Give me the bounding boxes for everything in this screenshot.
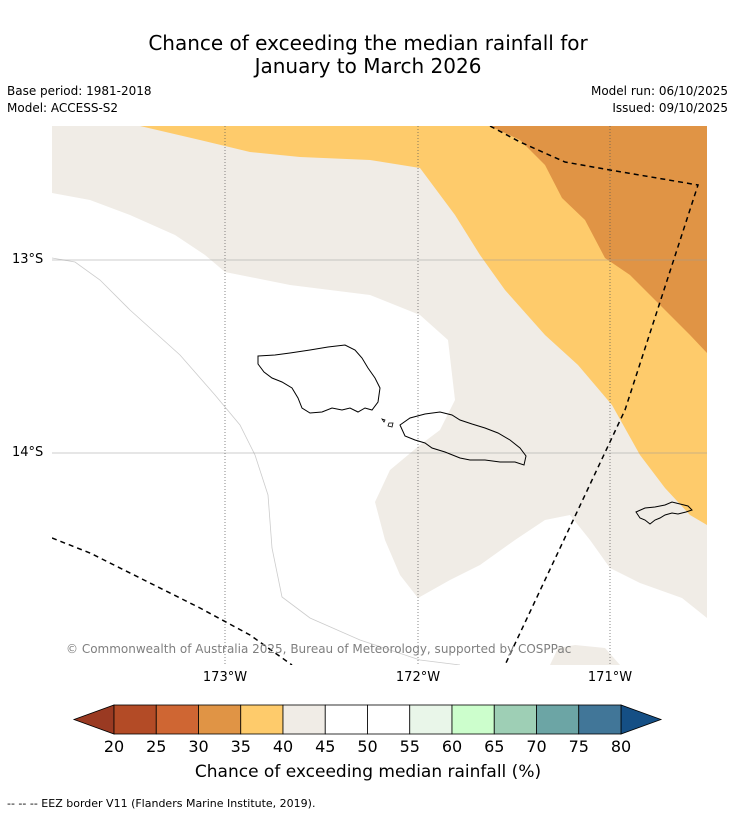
rainfall-probability-map (52, 126, 707, 665)
colorbar-tick-label: 65 (484, 737, 505, 756)
lat-label-14s: 14°S (12, 445, 44, 460)
map-title-line-1: Chance of exceeding the median rainfall … (148, 31, 588, 55)
colorbar-tick-label: 35 (230, 737, 251, 756)
colorbar-tick-label: 70 (526, 737, 547, 756)
colorbar-cell (198, 704, 242, 735)
colorbar-cell (240, 704, 284, 735)
base-period: Base period: 1981-2018 (7, 84, 152, 98)
model-name: Model: ACCESS-S2 (7, 101, 119, 115)
island-manono (387, 422, 394, 428)
eez-border-southwest (52, 537, 293, 665)
colorbar-label: Chance of exceeding median rainfall (%) (194, 762, 542, 782)
eez-border-north (489, 126, 699, 665)
colorbar-cell (493, 704, 537, 735)
colorbar-cell (113, 704, 157, 735)
island-tutuila (635, 501, 693, 525)
contour-line (52, 257, 461, 665)
colorbar-tick-label: 60 (441, 737, 463, 756)
lon-label-172w: 172°W (395, 670, 441, 685)
colorbar-under-arrow (72, 704, 115, 735)
colorbar-tick-label: 40 (272, 737, 294, 756)
island-apolima (381, 418, 386, 423)
colorbar-tick-label: 45 (315, 737, 336, 756)
lon-label-173w: 173°W (202, 670, 248, 685)
issued-date: Issued: 09/10/2025 (612, 101, 728, 115)
colorbar-tick-label: 80 (610, 737, 632, 756)
colorbar-cell (155, 704, 199, 735)
band-40-45-south (550, 645, 620, 665)
colorbar-cell (324, 704, 368, 735)
map-title-line-2: January to March 2026 (254, 54, 482, 78)
eez-footnote: -- -- -- EEZ border V11 (Flanders Marine… (7, 797, 316, 810)
colorbar-tick-label: 20 (103, 737, 125, 756)
colorbar-tick-label: 55 (399, 737, 420, 756)
colorbar-tick-label: 25 (146, 737, 167, 756)
colorbar-over-arrow (620, 704, 663, 735)
colorbar-cell (451, 704, 495, 735)
band-35-40 (140, 126, 707, 525)
island-upolu (399, 411, 527, 466)
colorbar-cell (367, 704, 411, 735)
colorbar-tick-label: 50 (357, 737, 378, 756)
copyright-notice: © Commonwealth of Australia 2025, Bureau… (66, 642, 572, 656)
colorbar-cell (578, 704, 622, 735)
colorbar-tick-label: 30 (188, 737, 209, 756)
lon-label-171w: 171°W (587, 670, 633, 685)
band-30-35 (490, 126, 707, 353)
colorbar-tick-label: 75 (568, 737, 589, 756)
colorbar-cell (536, 704, 580, 735)
model-run-date: Model run: 06/10/2025 (590, 84, 728, 98)
colorbar-cell (282, 704, 326, 735)
colorbar-cell (409, 704, 453, 735)
lat-label-13s: 13°S (12, 252, 44, 267)
island-savaii (257, 344, 381, 414)
